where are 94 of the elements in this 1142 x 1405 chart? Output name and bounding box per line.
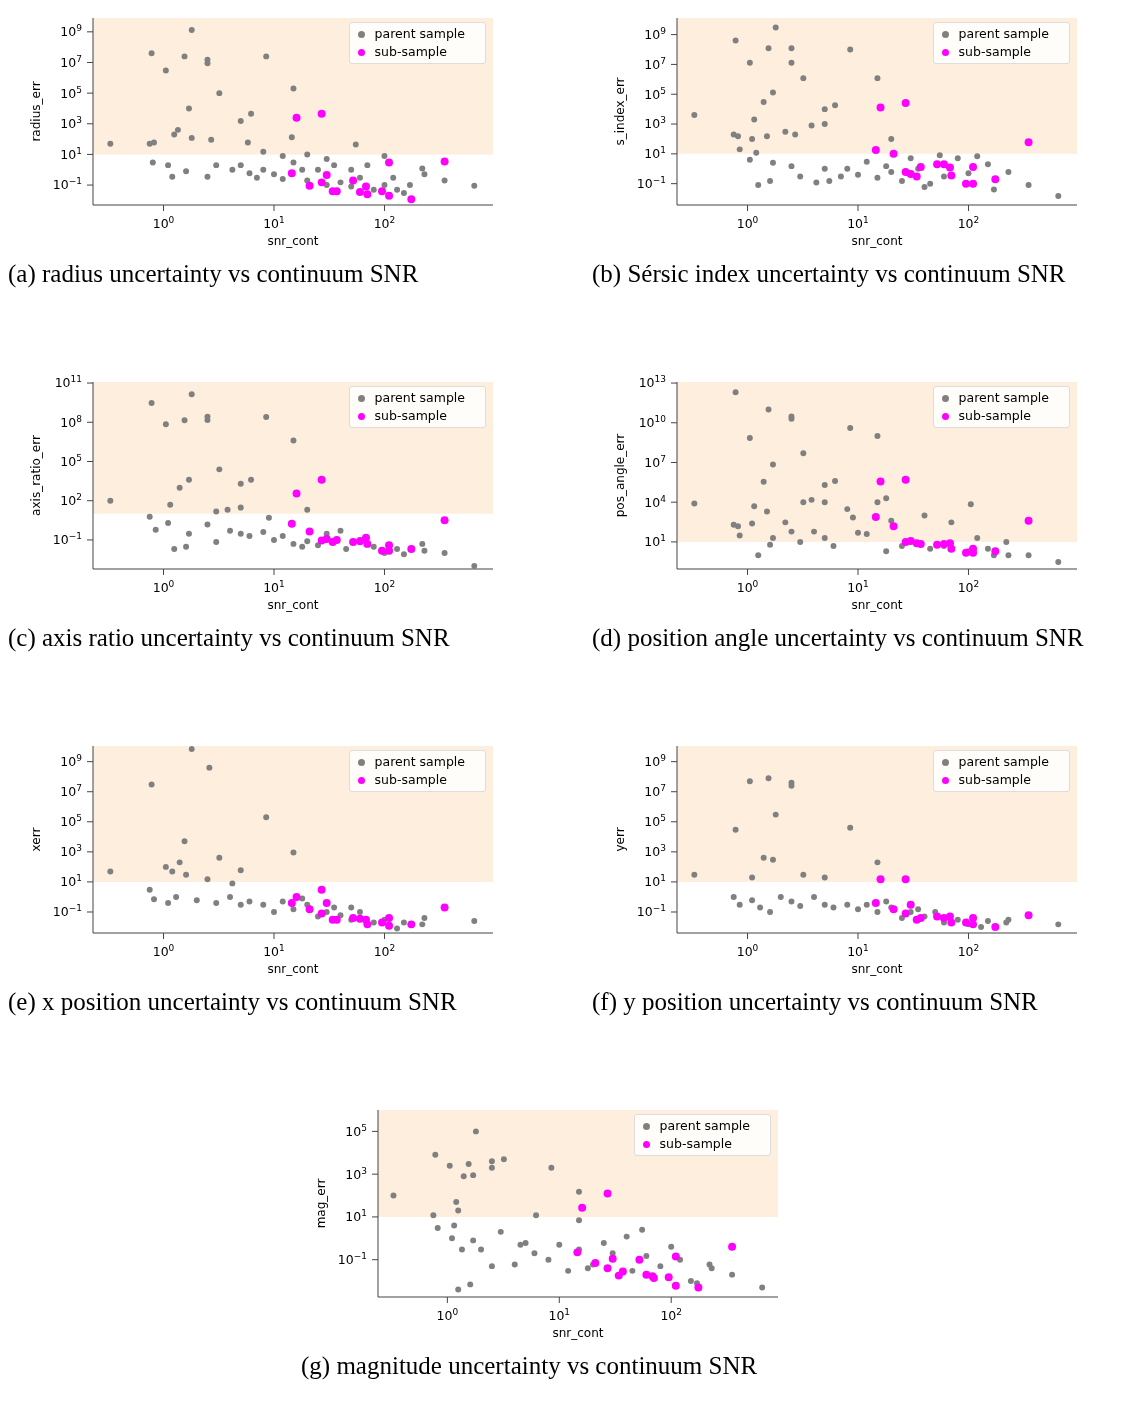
legend-label: parent sample [374,26,465,41]
text: (b) Sérsic index uncertainty vs continuum SNR [592,259,1067,290]
legend-label: sub-sample [958,772,1031,787]
x-axis-title: snr_cont [267,962,319,976]
y-tick-label: 10$^{−1}$ [52,531,82,548]
legend-label: sub-sample [374,44,447,59]
y-tick-label: 10$^{2}$ [60,492,82,509]
x-tick-label: 10$^{1}$ [263,215,285,232]
y-tick-label: 10$^{−1}$ [52,903,82,920]
x-tick-label: 10$^{0}$ [152,215,175,232]
y-tick-label: 10$^{7}$ [644,55,666,72]
legend-label: sub-sample [374,408,447,423]
y-tick-label: 10$^{5}$ [644,813,666,830]
x-tick-label: 10$^{1}$ [847,943,869,960]
y-tick-label: 10$^{1}$ [644,533,666,550]
x-tick-label: 10$^{1}$ [847,215,869,232]
y-tick-label: 10$^{−1}$ [636,175,666,192]
y-tick-label: 10$^{9}$ [644,25,667,42]
y-tick-label: 10$^{−1}$ [636,903,666,920]
legend-label: parent sample [659,1118,750,1133]
legend-label: parent sample [958,26,1049,41]
x-tick-label: 10$^{0}$ [436,1307,459,1324]
y-tick-label: 10$^{1}$ [644,145,666,162]
y-tick-label: 10$^{5}$ [60,452,82,469]
text: (c) axis ratio uncertainty vs continuum SNR [8,623,451,654]
x-tick-label: 10$^{0}$ [152,943,175,960]
y-tick-label: 10$^{3}$ [644,115,666,132]
x-axis-title: snr_cont [267,234,319,248]
y-tick-label: 10$^{3}$ [60,115,82,132]
y-axis-title: xerr [29,827,44,852]
y-tick-label: 10$^{10}$ [638,414,667,431]
y-tick-label: 10$^{13}$ [638,374,666,391]
legend-label: parent sample [958,390,1049,405]
y-axis-title: radius_err [29,81,44,142]
legend-label: sub-sample [374,772,447,787]
y-axis-title: pos_angle_err [613,433,628,518]
x-axis-title: snr_cont [552,1326,604,1340]
x-tick-label: 10$^{1}$ [263,943,285,960]
y-tick-label: 10$^{8}$ [60,413,83,430]
y-tick-label: 10$^{1}$ [644,873,666,890]
x-tick-label: 10$^{2}$ [373,579,396,596]
y-tick-label: 10$^{1}$ [60,145,82,162]
x-tick-label: 10$^{2}$ [373,943,396,960]
x-axis-title: snr_cont [851,962,903,976]
y-axis-title: s_index_err [613,77,628,146]
x-tick-label: 10$^{2}$ [373,215,396,232]
text: (g) magnitude uncertainty vs continuum SNR [301,1351,759,1382]
legend-label: parent sample [374,754,465,769]
y-tick-label: 10$^{3}$ [60,843,82,860]
x-tick-label: 10$^{2}$ [957,215,980,232]
text: (e) x position uncertainty vs continuum SNR [8,987,458,1018]
x-axis-title: snr_cont [851,598,903,612]
legend-label: parent sample [374,390,465,405]
y-axis-title: yerr [613,827,628,852]
legend-label: parent sample [958,754,1049,769]
y-tick-label: 10$^{5}$ [644,85,666,102]
x-axis-title: snr_cont [851,234,903,248]
y-tick-label: 10$^{9}$ [644,753,667,770]
y-tick-label: 10$^{7}$ [644,783,666,800]
y-tick-label: 10$^{7}$ [60,53,82,70]
text: (a) radius uncertainty vs continuum SNR [8,259,420,290]
y-axis-title: axis_ratio_err [29,435,44,516]
x-tick-label: 10$^{0}$ [736,579,759,596]
text: (f) y position uncertainty vs continuum SNR [592,987,1039,1018]
text: (d) position angle uncertainty vs continuum SNR [592,623,1085,654]
x-tick-label: 10$^{0}$ [152,579,175,596]
y-tick-label: 10$^{7}$ [60,783,82,800]
y-axis-title: mag_err [314,1178,329,1229]
y-tick-label: 10$^{3}$ [644,843,666,860]
legend-label: sub-sample [659,1136,732,1151]
legend-label: sub-sample [958,408,1031,423]
x-tick-label: 10$^{2}$ [660,1307,683,1324]
y-tick-label: 10$^{−1}$ [337,1251,367,1268]
x-tick-label: 10$^{1}$ [263,579,285,596]
legend-label: sub-sample [958,44,1031,59]
y-tick-label: 10$^{9}$ [60,753,83,770]
x-tick-label: 10$^{0}$ [736,943,759,960]
y-tick-label: 10$^{1}$ [345,1208,367,1225]
x-axis-title: snr_cont [267,598,319,612]
y-tick-label: 10$^{−1}$ [52,176,82,193]
y-tick-label: 10$^{4}$ [644,493,667,510]
x-tick-label: 10$^{1}$ [548,1307,571,1324]
y-tick-label: 10$^{1}$ [60,873,82,890]
y-tick-label: 10$^{5}$ [345,1122,367,1139]
y-tick-label: 10$^{5}$ [60,813,82,830]
x-tick-label: 10$^{2}$ [957,579,980,596]
y-tick-label: 10$^{9}$ [60,23,83,40]
y-tick-label: 10$^{5}$ [60,84,82,101]
y-tick-label: 10$^{3}$ [345,1165,367,1182]
y-tick-label: 10$^{11}$ [54,374,82,391]
y-tick-label: 10$^{7}$ [644,453,666,470]
x-tick-label: 10$^{2}$ [957,943,980,960]
x-tick-label: 10$^{0}$ [736,215,759,232]
x-tick-label: 10$^{1}$ [847,579,869,596]
